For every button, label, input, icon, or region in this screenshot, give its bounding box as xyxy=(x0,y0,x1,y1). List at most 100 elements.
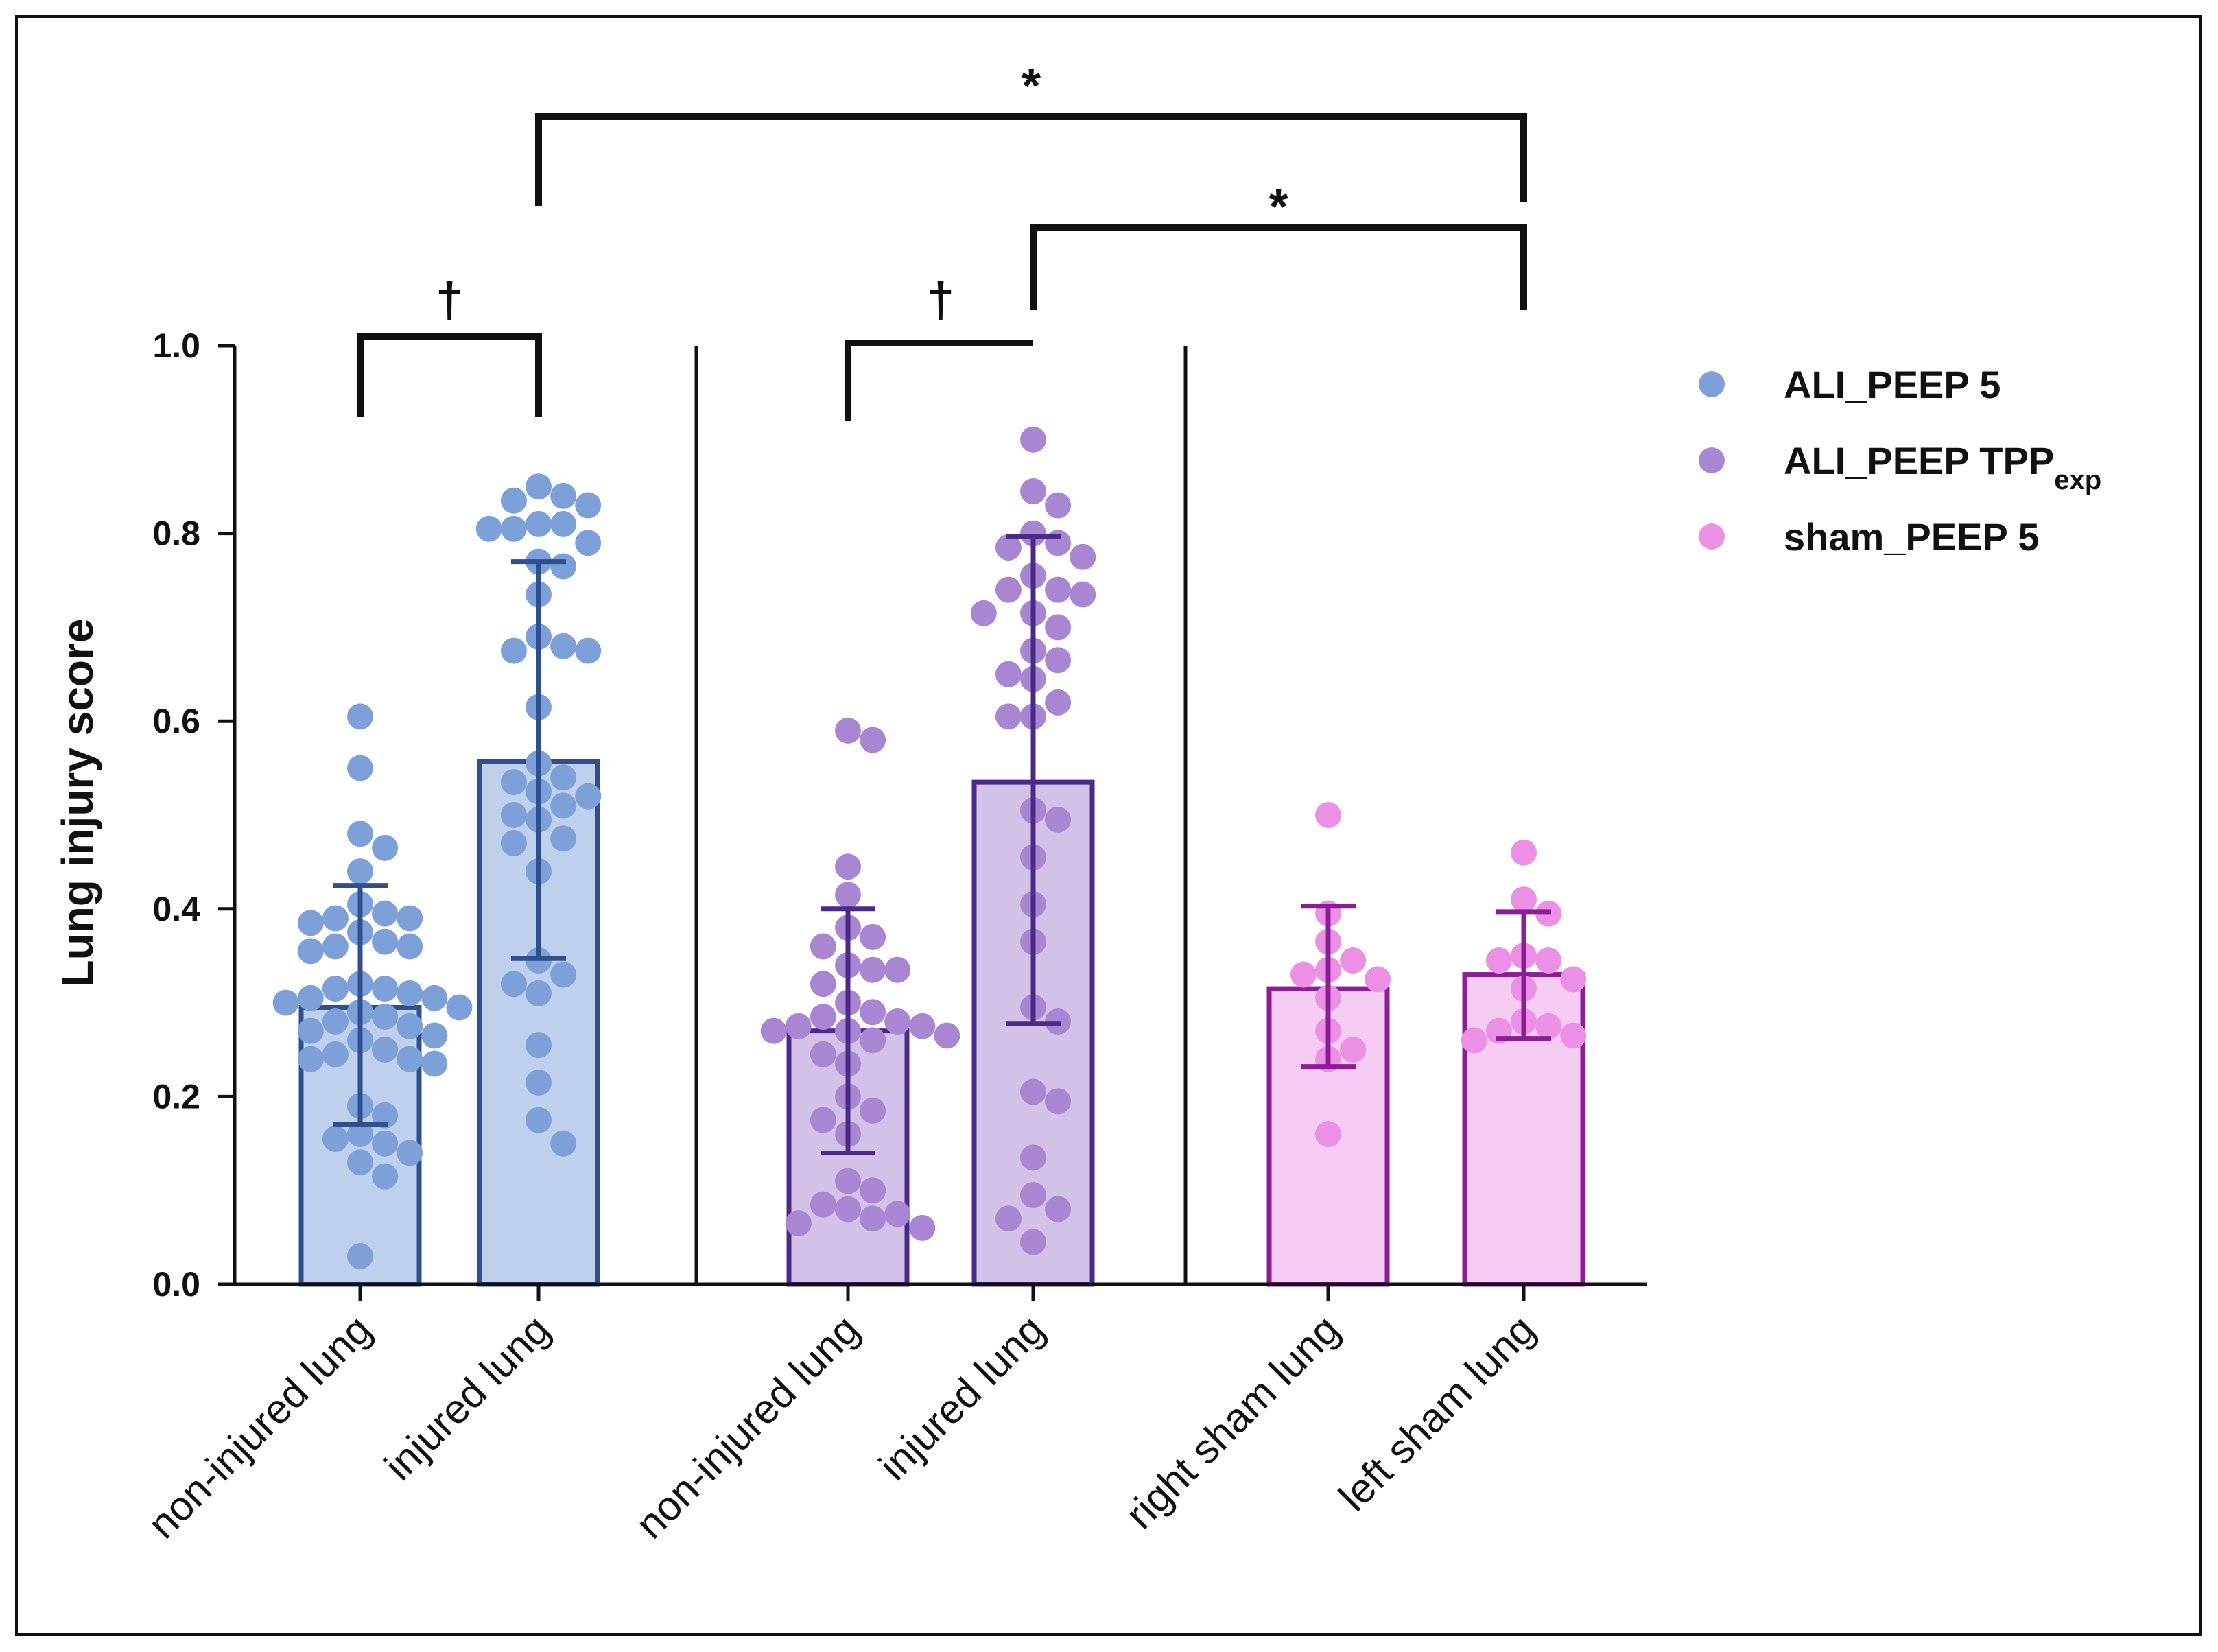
data-point-2-20 xyxy=(860,1027,886,1054)
data-point-3-34 xyxy=(1020,1229,1046,1255)
data-point-2-29 xyxy=(810,1191,836,1218)
data-point-1-8 xyxy=(575,530,602,556)
data-point-0-17 xyxy=(322,976,349,1002)
data-point-0-3 xyxy=(372,834,399,861)
x-category-label-4: right sham lung xyxy=(1117,1306,1348,1537)
data-point-1-2 xyxy=(500,487,527,514)
data-point-0-37 xyxy=(347,1121,373,1148)
data-point-0-6 xyxy=(372,900,399,927)
data-point-1-18 xyxy=(550,764,577,791)
data-point-3-8 xyxy=(1045,576,1072,603)
data-point-2-32 xyxy=(860,1205,886,1232)
data-point-2-1 xyxy=(860,727,886,753)
data-point-1-14 xyxy=(500,637,527,664)
data-point-0-39 xyxy=(372,1130,399,1157)
data-point-3-29 xyxy=(1045,1088,1072,1115)
data-point-0-8 xyxy=(397,905,423,932)
data-point-0-36 xyxy=(372,1102,399,1129)
data-point-3-0 xyxy=(1020,426,1046,453)
data-point-0-21 xyxy=(272,989,299,1016)
legend-marker-1 xyxy=(1699,447,1725,473)
data-point-3-31 xyxy=(1020,1182,1046,1209)
data-point-0-20 xyxy=(421,984,448,1011)
data-point-2-16 xyxy=(909,1013,936,1039)
y-tick-label-1: 0.2 xyxy=(152,1077,200,1116)
data-point-1-22 xyxy=(550,792,577,819)
data-point-3-28 xyxy=(1020,1078,1046,1105)
data-point-0-4 xyxy=(347,858,373,885)
data-point-1-33 xyxy=(526,1069,552,1096)
data-point-3-13 xyxy=(1045,614,1072,641)
data-point-4-6 xyxy=(1365,966,1391,993)
x-category-label-2: non-injured lung xyxy=(627,1306,869,1548)
data-point-2-18 xyxy=(760,1017,787,1044)
data-point-3-30 xyxy=(1020,1144,1046,1171)
data-point-2-27 xyxy=(835,1168,861,1194)
significance-label-3: * xyxy=(1269,180,1288,235)
data-point-3-3 xyxy=(1020,520,1046,547)
y-tick-label-0: 0.0 xyxy=(152,1265,200,1303)
y-tick-label-2: 0.4 xyxy=(152,890,200,928)
data-point-2-15 xyxy=(785,1013,812,1039)
y-tick-label-3: 0.6 xyxy=(152,702,200,740)
data-point-0-11 xyxy=(372,928,399,955)
data-point-0-26 xyxy=(397,1013,423,1039)
data-point-1-7 xyxy=(475,515,502,542)
significance-bracket-2 xyxy=(535,113,1527,206)
data-point-5-1 xyxy=(1511,886,1537,913)
y-tick-label-5: 1.0 xyxy=(152,327,200,365)
data-point-1-0 xyxy=(526,473,552,500)
legend-label-subscript-1: exp xyxy=(2054,465,2101,495)
data-point-5-0 xyxy=(1511,839,1537,866)
data-point-3-5 xyxy=(995,534,1022,561)
data-point-0-41 xyxy=(347,1149,373,1176)
data-point-1-32 xyxy=(526,1032,552,1059)
data-point-1-5 xyxy=(550,510,577,537)
data-point-3-22 xyxy=(1045,806,1072,833)
data-point-0-7 xyxy=(322,905,349,932)
data-point-0-34 xyxy=(421,1050,448,1077)
data-point-3-6 xyxy=(1070,543,1096,570)
data-point-3-2 xyxy=(1045,492,1072,519)
data-point-2-3 xyxy=(835,882,861,908)
data-point-1-35 xyxy=(550,1130,577,1157)
data-point-0-13 xyxy=(397,933,423,960)
figure-frame xyxy=(15,15,2202,1636)
data-point-4-5 xyxy=(1290,961,1317,988)
data-point-2-21 xyxy=(810,1041,836,1067)
data-point-2-34 xyxy=(909,1214,936,1241)
data-point-5-12 xyxy=(1461,1027,1487,1054)
data-point-2-19 xyxy=(934,1022,960,1049)
data-point-5-6 xyxy=(1560,966,1587,993)
data-point-3-10 xyxy=(1070,581,1096,608)
data-point-0-38 xyxy=(322,1125,349,1152)
data-point-0-40 xyxy=(397,1140,423,1166)
data-point-3-33 xyxy=(995,1205,1022,1232)
data-point-1-29 xyxy=(550,961,577,988)
data-point-2-9 xyxy=(884,956,911,983)
data-point-0-0 xyxy=(347,703,373,730)
x-category-label-1: injured lung xyxy=(375,1306,558,1489)
data-point-1-13 xyxy=(550,633,577,659)
data-point-0-31 xyxy=(322,1041,349,1067)
x-category-label-0: non-injured lung xyxy=(139,1306,381,1548)
data-point-0-32 xyxy=(397,1046,423,1072)
data-point-0-18 xyxy=(397,980,423,1006)
data-point-0-28 xyxy=(421,1022,448,1049)
data-point-2-14 xyxy=(884,1008,911,1035)
legend-marker-0 xyxy=(1699,371,1725,397)
data-point-5-9 xyxy=(1535,1013,1562,1039)
data-point-2-10 xyxy=(810,971,836,998)
data-point-5-4 xyxy=(1535,947,1562,974)
data-point-2-25 xyxy=(810,1107,836,1133)
x-category-label-5: left sham lung xyxy=(1330,1306,1544,1520)
data-point-4-9 xyxy=(1340,1037,1367,1063)
data-point-2-0 xyxy=(835,717,861,744)
x-category-label-3: injured lung xyxy=(870,1306,1053,1489)
y-tick-label-4: 0.8 xyxy=(152,515,200,553)
data-point-1-21 xyxy=(575,783,602,810)
data-point-3-32 xyxy=(1045,1196,1072,1223)
legend-marker-2 xyxy=(1699,523,1725,550)
data-point-2-30 xyxy=(835,1196,861,1223)
